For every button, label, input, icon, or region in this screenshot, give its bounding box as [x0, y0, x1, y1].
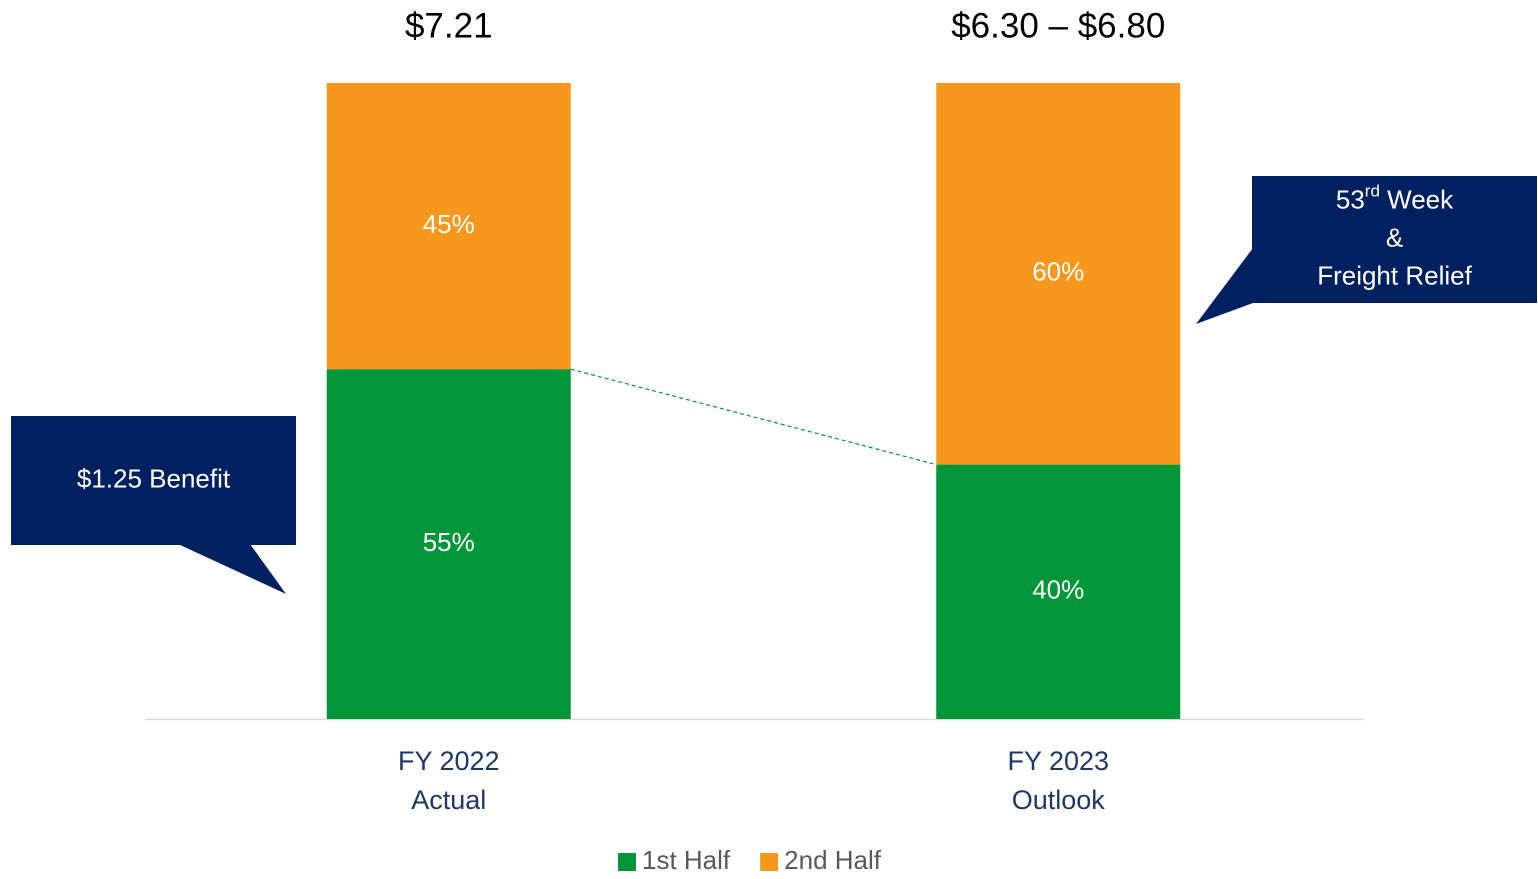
- legend-swatch: [618, 853, 636, 871]
- callout-text: Freight Relief: [1317, 260, 1472, 290]
- bar-segment: [936, 464, 1181, 719]
- callout-tail: [178, 544, 286, 594]
- value-label: 40%: [1032, 575, 1084, 605]
- callout-tail: [1196, 248, 1253, 324]
- bar-segment: [936, 83, 1181, 465]
- callout-text: $1.25 Benefit: [77, 463, 231, 493]
- x-tick-label: FY 2023: [1007, 746, 1109, 776]
- value-label: 55%: [423, 527, 475, 557]
- value-label: 45%: [423, 209, 475, 239]
- bar-segment: [326, 83, 571, 370]
- connector: [570, 368, 937, 466]
- total-label: $7.21: [405, 6, 493, 45]
- callout-box: [1252, 176, 1537, 303]
- bar-segment: [326, 369, 571, 719]
- callout-text-part: Week: [1380, 184, 1454, 214]
- value-label: 60%: [1032, 257, 1084, 287]
- callout-text-part: $1.25 Benefit: [77, 463, 231, 493]
- callout-text-part: &: [1386, 222, 1403, 252]
- callout-text-part: Freight Relief: [1317, 260, 1472, 290]
- legend-label: 1st Half: [642, 845, 731, 875]
- x-tick-label: Outlook: [1012, 785, 1106, 815]
- callout-box: [11, 416, 296, 545]
- legend-label: 2nd Half: [784, 845, 882, 875]
- callout-text: &: [1386, 222, 1403, 252]
- callout-text-part: 53: [1336, 184, 1365, 214]
- x-tick-label: Actual: [411, 785, 486, 815]
- callout-text-part: rd: [1365, 181, 1380, 200]
- total-label: $6.30 – $6.80: [951, 6, 1165, 45]
- legend-swatch: [760, 853, 779, 871]
- x-tick-label: FY 2022: [398, 746, 500, 776]
- callout-text: 53rd Week: [1336, 181, 1454, 214]
